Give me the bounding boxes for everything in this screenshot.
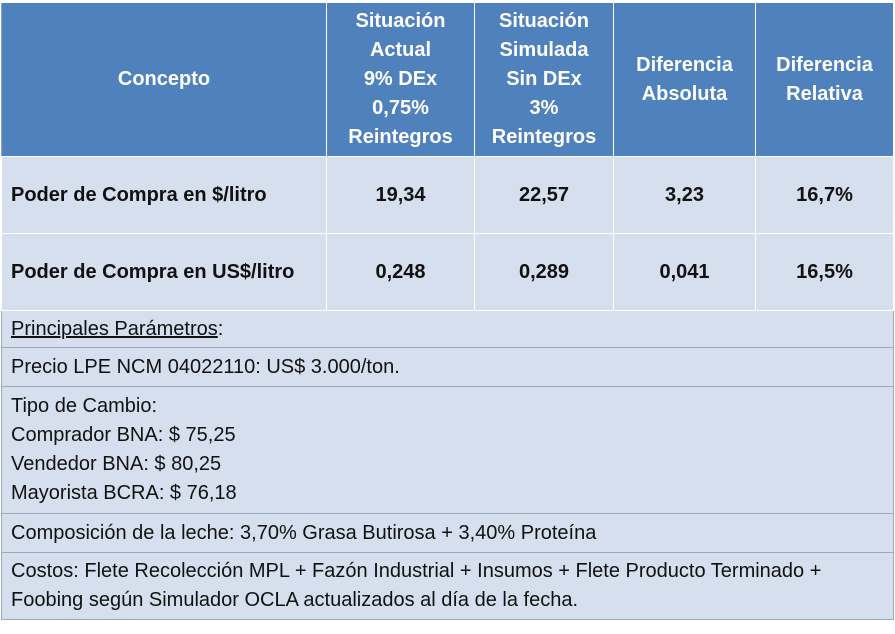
cell-actual: 19,34 [326, 156, 475, 234]
costos-block: Costos: Flete Recolección MPL + Fazón In… [1, 552, 894, 620]
row-label: Poder de Compra en US$/litro [1, 233, 327, 311]
table-row: Poder de Compra en $/litro 19,34 22,57 3… [1, 156, 894, 234]
cell-diferencia-absoluta: 0,041 [613, 233, 756, 311]
cell-actual: 0,248 [326, 233, 475, 311]
costos-row: Costos: Flete Recolección MPL + Fazón In… [1, 552, 894, 620]
precio-text: Precio LPE NCM 04022110: US$ 3.000/ton. [1, 347, 894, 387]
header-diferencia-relativa: Diferencia Relativa [755, 2, 894, 157]
header-diferencia-absoluta: Diferencia Absoluta [613, 2, 756, 157]
cell-simulada: 0,289 [474, 233, 614, 311]
header-situacion-simulada: Situación Simulada Sin DEx 3% Reintegros [474, 2, 614, 157]
precio-row: Precio LPE NCM 04022110: US$ 3.000/ton. [1, 347, 894, 387]
cell-diferencia-absoluta: 3,23 [613, 156, 756, 234]
tipo-cambio-block: Tipo de Cambio: Comprador BNA: $ 75,25 Ven… [1, 386, 894, 514]
row-label: Poder de Compra en $/litro [1, 156, 327, 234]
header-concepto: Concepto [1, 2, 327, 157]
cell-diferencia-relativa: 16,5% [755, 233, 894, 311]
cell-diferencia-relativa: 16,7% [755, 156, 894, 234]
table-row: Poder de Compra en US$/litro 0,248 0,289… [1, 233, 894, 311]
params-title: Principales Parámetros: [1, 310, 894, 348]
poder-compra-table: Concepto Situación Actual 9% DEx 0,75% Reint… [1, 2, 894, 620]
composicion-row: Composición de la leche: 3,70% Grasa But… [1, 513, 894, 553]
params-title-row: Principales Parámetros: [1, 310, 894, 348]
header-situacion-actual: Situación Actual 9% DEx 0,75% Reintegros [326, 2, 475, 157]
header-row: Concepto Situación Actual 9% DEx 0,75% Reint… [1, 2, 894, 157]
composicion-text: Composición de la leche: 3,70% Grasa But… [1, 513, 894, 553]
cell-simulada: 22,57 [474, 156, 614, 234]
tipo-cambio-row: Tipo de Cambio: Comprador BNA: $ 75,25 Ven… [1, 386, 894, 514]
